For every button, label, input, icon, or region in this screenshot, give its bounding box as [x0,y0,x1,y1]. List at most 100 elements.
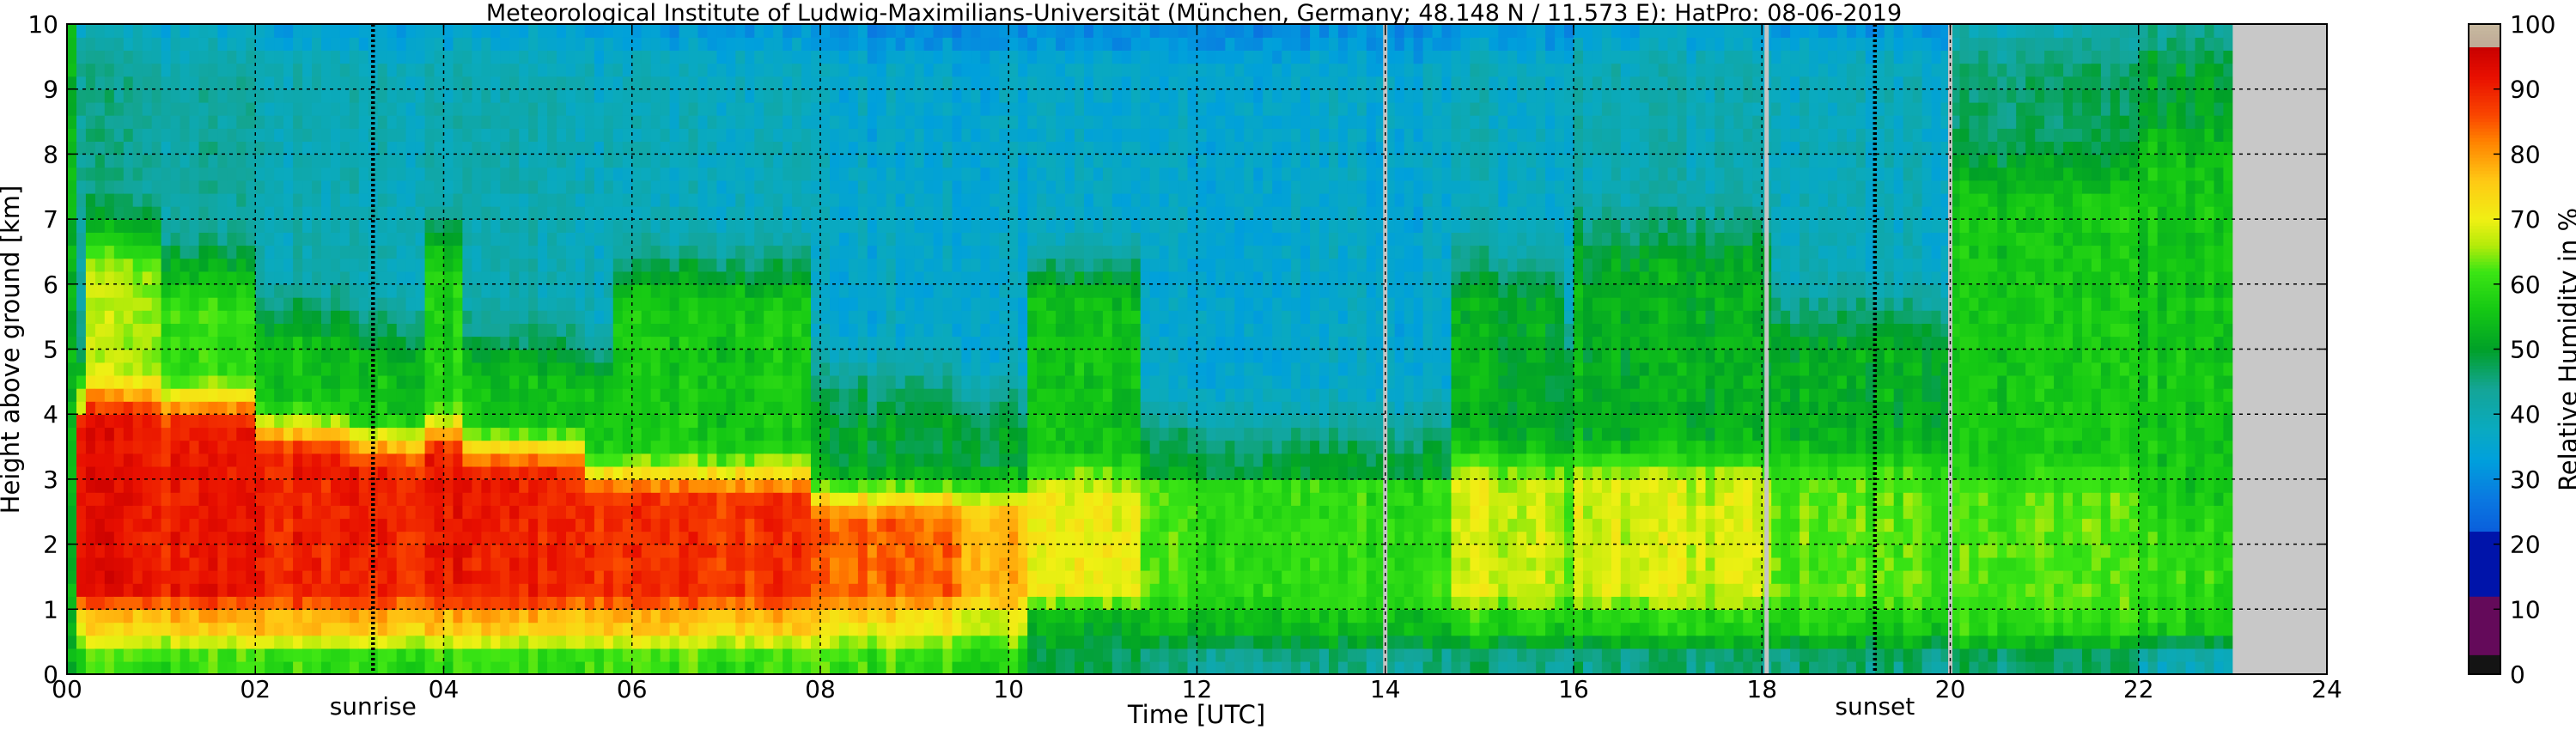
heatmap-cell [830,583,840,597]
heatmap-cell [509,245,520,259]
heatmap-cell [339,374,350,389]
heatmap-cell [764,167,774,181]
heatmap-cell [358,271,369,285]
heatmap-cell [838,349,850,363]
heatmap-cell [104,37,115,51]
heatmap-cell [735,440,746,454]
heatmap-cell [321,414,332,429]
heatmap-cell [331,232,341,246]
heatmap-cell [208,401,219,415]
heatmap-cell [631,219,642,233]
heatmap-cell [67,167,77,181]
heatmap-cell [838,167,850,181]
heatmap-cell [236,505,247,520]
heatmap-cell [236,323,247,338]
heatmap-cell [339,453,350,467]
heatmap-cell [142,660,153,674]
heatmap-cell [302,414,313,429]
heatmap-cell [76,609,87,624]
heatmap-cell [679,401,690,415]
heatmap-cell [895,219,906,233]
heatmap-cell [331,167,341,181]
heatmap-cell [622,635,633,649]
heatmap-cell [801,414,812,429]
heatmap-cell [217,569,228,584]
heatmap-cell [707,387,718,402]
heatmap-cell [594,88,605,103]
heatmap-cell [339,219,350,233]
heatmap-cell [914,179,925,194]
heatmap-cell [283,115,294,129]
heatmap-cell [923,206,935,220]
heatmap-cell [697,336,709,350]
heatmap-cell [971,24,982,38]
heatmap-cell [783,192,793,207]
heatmap-cell [293,245,303,259]
heatmap-cell [980,141,991,155]
heatmap-cell [293,362,303,376]
heatmap-cell [933,179,944,194]
heatmap-cell [123,387,134,402]
heatmap-cell [650,401,661,415]
heatmap-cell [415,167,426,181]
heatmap-cell [622,387,633,402]
heatmap-cell [377,427,388,441]
heatmap-cell [773,349,783,363]
heatmap-cell [265,531,275,545]
heatmap-cell [519,427,529,441]
heatmap-cell [594,660,605,674]
heatmap-cell [255,219,266,233]
heatmap-cell [754,387,765,402]
heatmap-cell [396,167,407,181]
heatmap-cell [764,37,774,51]
heatmap-cell [387,635,398,649]
heatmap-cell [801,50,812,64]
heatmap-cell [999,128,1010,142]
heatmap-cell [302,362,313,376]
heatmap-cell [566,531,576,545]
heatmap-cell [971,336,982,350]
heatmap-cell [368,557,379,571]
heatmap-cell [387,63,398,77]
heatmap-cell [283,323,294,338]
heatmap-cell [339,167,350,181]
heatmap-cell [547,660,557,674]
heatmap-cell [321,232,332,246]
heatmap-cell [293,401,303,415]
heatmap-cell [368,401,379,415]
heatmap-cell [933,427,944,441]
heatmap-cell [914,544,925,558]
heatmap-cell [971,349,982,363]
heatmap-cell [857,310,868,324]
heatmap-cell [811,492,821,506]
heatmap-cell [472,336,483,350]
heatmap-cell [895,362,906,376]
heatmap-cell [669,557,680,571]
heatmap-cell [453,518,464,532]
heatmap-cell [584,101,595,116]
heatmap-cell [67,283,77,298]
heatmap-cell [481,154,492,168]
heatmap-cell [838,76,850,90]
heatmap-cell [886,440,897,454]
heatmap-cell [198,609,210,624]
heatmap-cell [472,271,483,285]
heatmap-cell [952,453,963,467]
heatmap-cell [387,374,398,389]
heatmap-cell [453,362,464,376]
heatmap-cell [283,648,294,662]
heatmap-cell [838,323,850,338]
heatmap-cell [67,76,77,90]
heatmap-cell [914,596,925,611]
heatmap-cell [886,283,897,298]
heatmap-cell [368,154,379,168]
heatmap-cell [283,465,294,480]
heatmap-cell [509,505,520,520]
heatmap-cell [424,374,435,389]
heatmap-cell [265,660,275,674]
heatmap-cell [557,374,567,389]
heatmap-cell [113,323,125,338]
heatmap-cell [274,206,284,220]
heatmap-cell [547,141,557,155]
heatmap-cell [557,557,567,571]
